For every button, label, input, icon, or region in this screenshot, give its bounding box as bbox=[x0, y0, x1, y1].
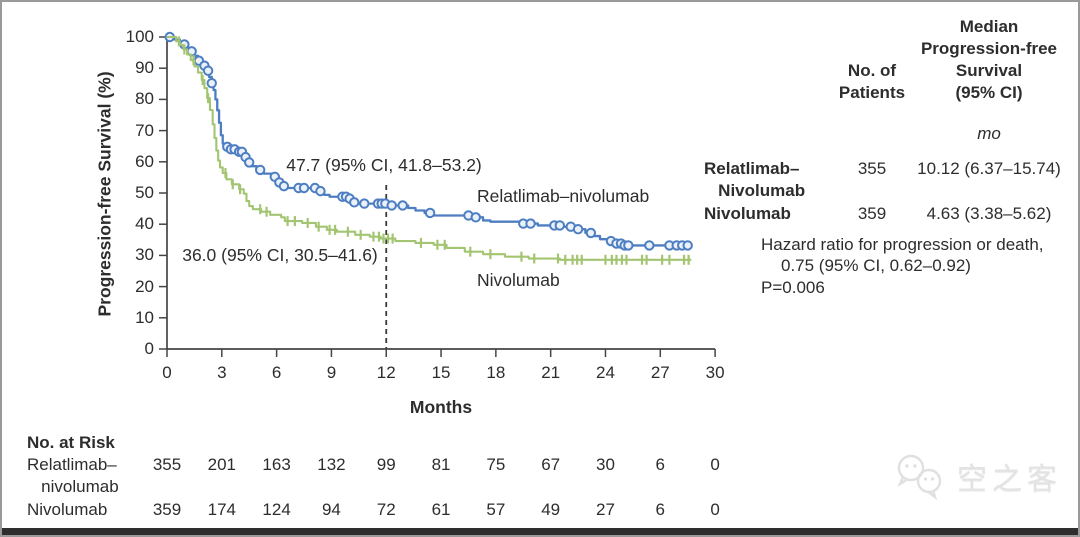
censor-mark-circle bbox=[554, 220, 566, 231]
risk-count: 0 bbox=[710, 500, 720, 519]
x-tick-label: 12 bbox=[376, 363, 396, 382]
x-tick-label: 18 bbox=[486, 363, 506, 382]
censor-mark-circle bbox=[254, 164, 266, 176]
censor-mark-circle bbox=[623, 240, 634, 251]
row-relatlimab-median: 10.12 (6.37–15.74) bbox=[917, 159, 1061, 178]
censor-mark-circle bbox=[470, 212, 481, 223]
censor-mark-circle bbox=[644, 240, 655, 251]
risk-count: 124 bbox=[262, 500, 291, 519]
y-axis-title: Progression-free Survival (%) bbox=[94, 71, 115, 317]
risk-count: 132 bbox=[317, 455, 346, 474]
censor-mark-circle bbox=[315, 185, 326, 197]
y-tick-label: 20 bbox=[135, 276, 154, 296]
risk-count: 0 bbox=[710, 455, 720, 474]
x-tick-label: 9 bbox=[326, 363, 337, 382]
wechat-bubbles-icon bbox=[897, 454, 942, 501]
censor-mark-circle bbox=[278, 180, 290, 192]
risk-count: 75 bbox=[486, 455, 506, 474]
risk-row-label-nivolumab: Nivolumab bbox=[27, 500, 108, 519]
risk-count: 81 bbox=[431, 455, 451, 474]
x-tick-label: 3 bbox=[217, 363, 227, 382]
row-relatlimab-n: 355 bbox=[857, 159, 887, 178]
censor-mark-circle bbox=[298, 182, 310, 194]
y-tick-label: 70 bbox=[135, 120, 154, 140]
x-tick-label: 30 bbox=[705, 363, 725, 382]
censor-mark-circle bbox=[386, 200, 397, 211]
y-tick-label: 60 bbox=[135, 151, 154, 171]
y-tick-label: 10 bbox=[135, 307, 154, 327]
censor-mark-circle bbox=[202, 65, 214, 76]
watermark-text: 空之客 bbox=[957, 463, 1062, 496]
x-tick-label: 24 bbox=[596, 363, 615, 382]
row-nivolumab-median: 4.63 (3.38–5.62) bbox=[926, 204, 1052, 223]
risk-count: 99 bbox=[376, 455, 396, 474]
hazard-ratio-line1: Hazard ratio for progression or death, bbox=[761, 235, 1044, 254]
censor-mark-circle bbox=[424, 207, 436, 219]
censor-mark-circle bbox=[585, 227, 597, 239]
row-relatlimab-name: Relatlimab– Nivolumab bbox=[704, 159, 806, 200]
censor-mark-circle bbox=[525, 218, 536, 229]
risk-count: 174 bbox=[207, 500, 236, 519]
risk-count: 57 bbox=[486, 500, 506, 519]
y-tick-label: 90 bbox=[135, 58, 154, 78]
annotation-blue-12mo: 47.7 (95% CI, 41.8–53.2) bbox=[286, 155, 482, 175]
y-tick-label: 0 bbox=[144, 339, 154, 358]
risk-count: 67 bbox=[541, 455, 561, 474]
risk-count: 6 bbox=[655, 455, 666, 474]
risk-count: 163 bbox=[262, 455, 291, 474]
y-tick-label: 80 bbox=[135, 89, 154, 109]
risk-count: 49 bbox=[541, 500, 561, 519]
censor-mark-circle bbox=[572, 223, 584, 235]
x-tick-label: 0 bbox=[162, 363, 172, 382]
risk-table-title: No. at Risk bbox=[27, 433, 115, 452]
x-tick-label: 15 bbox=[431, 363, 451, 382]
censor-mark-circle bbox=[349, 197, 360, 208]
watermark: 空之客 bbox=[893, 451, 1062, 501]
x-tick-label: 6 bbox=[271, 363, 282, 382]
hazard-ratio-line2: 0.75 (95% CI, 0.62–0.92) bbox=[781, 256, 971, 275]
curve-label-nivolumab: Nivolumab bbox=[477, 270, 560, 290]
row-nivolumab-name: Nivolumab bbox=[704, 204, 791, 223]
risk-row-label-relatlimab: Relatlimab– nivolumab bbox=[27, 455, 119, 496]
censor-mark-circle bbox=[397, 200, 408, 211]
x-axis-title: Months bbox=[409, 397, 473, 417]
header-median-pfs: Median Progression-free Survival (95% CI… bbox=[920, 17, 1058, 102]
p-value: P=0.006 bbox=[761, 278, 825, 297]
risk-count: 27 bbox=[596, 500, 615, 519]
y-tick-label: 40 bbox=[135, 214, 154, 234]
risk-count: 30 bbox=[596, 455, 615, 474]
km-curve-nivolumab bbox=[167, 35, 692, 261]
risk-count: 201 bbox=[207, 455, 236, 474]
row-nivolumab-n: 359 bbox=[857, 204, 887, 223]
km-plot bbox=[159, 31, 716, 357]
censor-mark-circle bbox=[682, 240, 693, 251]
censor-mark-circle bbox=[206, 77, 217, 89]
unit-months: mo bbox=[977, 124, 1001, 143]
y-tick-label: 100 bbox=[125, 27, 154, 46]
annotation-green-12mo: 36.0 (95% CI, 30.5–41.6) bbox=[182, 245, 378, 265]
risk-count: 359 bbox=[152, 500, 182, 519]
x-tick-label: 21 bbox=[541, 363, 561, 382]
risk-count: 72 bbox=[376, 500, 396, 519]
censor-mark-circle bbox=[244, 157, 255, 168]
y-tick-label: 50 bbox=[135, 183, 154, 202]
censor-mark-circle bbox=[359, 198, 370, 209]
curve-label-relatlimab-nivolumab: Relatlimab–nivolumab bbox=[477, 186, 650, 206]
risk-count: 6 bbox=[655, 500, 666, 519]
risk-count: 355 bbox=[152, 455, 182, 474]
bottom-border-bar bbox=[2, 528, 1078, 535]
x-tick-label: 27 bbox=[650, 363, 670, 382]
risk-count: 94 bbox=[321, 500, 341, 519]
y-tick-label: 30 bbox=[135, 245, 154, 265]
risk-count: 61 bbox=[431, 500, 451, 519]
header-no-of-patients: No. of Patients bbox=[838, 61, 906, 102]
